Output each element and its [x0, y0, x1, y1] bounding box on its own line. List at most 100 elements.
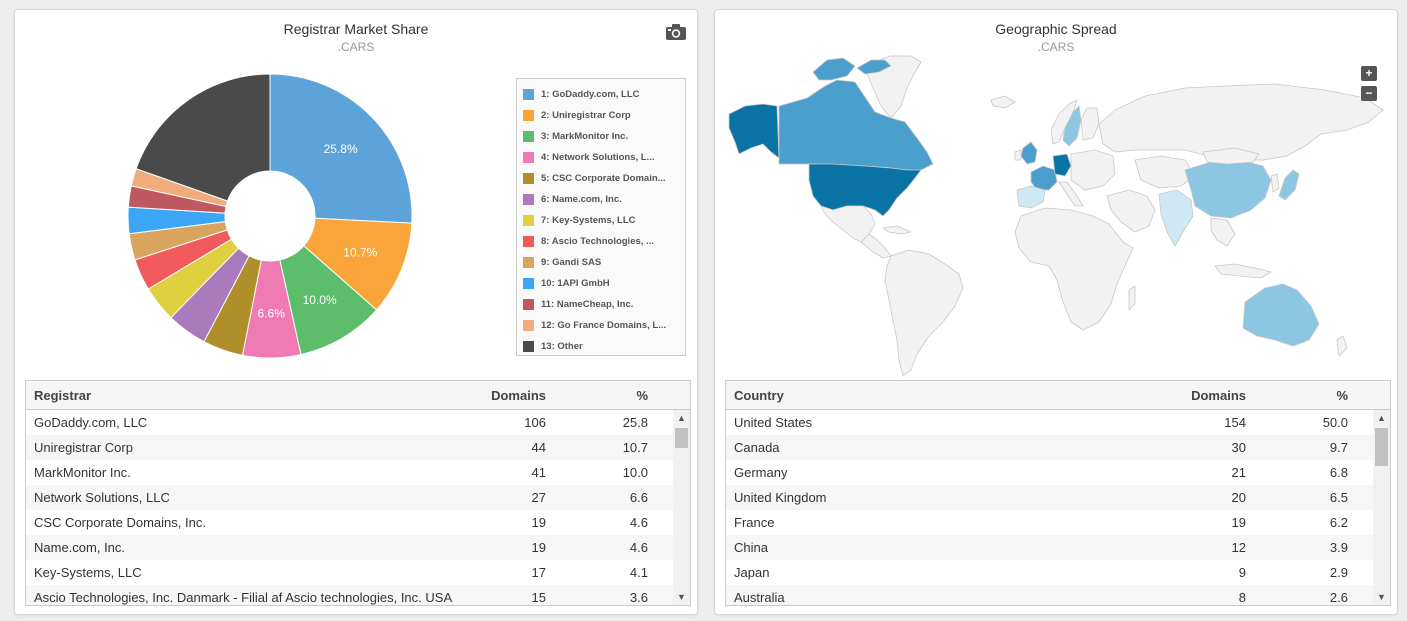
row-percent: 6.2	[1329, 515, 1348, 530]
legend-item[interactable]: 13: Other	[523, 336, 679, 357]
table-row[interactable]: Ascio Technologies, Inc. Danmark - Filia…	[26, 585, 690, 605]
legend-swatch	[523, 110, 534, 121]
zoom-in-button[interactable]: +	[1361, 66, 1377, 81]
row-name: Japan	[734, 565, 770, 580]
row-percent: 50.0	[1322, 415, 1348, 430]
row-percent: 3.9	[1329, 540, 1348, 555]
scroll-thumb[interactable]	[675, 428, 688, 448]
row-name: Key-Systems, LLC	[34, 565, 142, 580]
row-name: Germany	[734, 465, 788, 480]
scroll-down-arrow-icon[interactable]: ▼	[1377, 592, 1386, 602]
row-name: Uniregistrar Corp	[34, 440, 133, 455]
table-row[interactable]: United States 154 50.0	[726, 410, 1390, 435]
legend-item[interactable]: 1: GoDaddy.com, LLC	[523, 84, 679, 105]
map-country-italy	[1058, 181, 1084, 207]
legend-item[interactable]: 4: Network Solutions, L...	[523, 147, 679, 168]
legend-swatch	[523, 194, 534, 205]
legend-item[interactable]: 3: MarkMonitor Inc.	[523, 126, 679, 147]
legend-label: 1: GoDaddy.com, LLC	[541, 89, 640, 100]
scroll-thumb[interactable]	[1375, 428, 1388, 466]
legend-item[interactable]: 2: Uniregistrar Corp	[523, 105, 679, 126]
row-domains: 154	[1224, 415, 1246, 430]
legend-item[interactable]: 12: Go France Domains, L...	[523, 315, 679, 336]
table-row[interactable]: MarkMonitor Inc. 41 10.0	[26, 460, 690, 485]
row-name: Canada	[734, 440, 780, 455]
row-name: Ascio Technologies, Inc. Danmark - Filia…	[34, 590, 453, 605]
table-row[interactable]: France 19 6.2	[726, 510, 1390, 535]
table-row[interactable]: Uniregistrar Corp 44 10.7	[26, 435, 690, 460]
legend-item[interactable]: 7: Key-Systems, LLC	[523, 210, 679, 231]
table-row[interactable]: Name.com, Inc. 19 4.6	[26, 535, 690, 560]
table-row[interactable]: Canada 30 9.7	[726, 435, 1390, 460]
scrollbar[interactable]: ▲ ▼	[1373, 410, 1390, 605]
zoom-out-button[interactable]: −	[1361, 86, 1377, 101]
registrar-table: Registrar Domains % GoDaddy.com, LLC 106 2…	[25, 380, 691, 606]
column-header-country[interactable]: Country	[734, 387, 784, 403]
column-header-domains[interactable]: Domains	[1191, 387, 1246, 403]
map-country-ireland	[1014, 149, 1022, 161]
row-domains: 21	[1231, 465, 1246, 480]
map-country-middle-east	[1106, 189, 1156, 233]
table-row[interactable]: Germany 21 6.8	[726, 460, 1390, 485]
map-country-germany	[1052, 153, 1072, 177]
row-domains: 20	[1231, 490, 1246, 505]
map-country-new-zealand	[1336, 335, 1348, 357]
column-header-registrar[interactable]: Registrar	[34, 387, 92, 403]
table-row[interactable]: Australia 8 2.6	[726, 585, 1390, 605]
row-domains: 41	[531, 465, 546, 480]
row-domains: 8	[1238, 590, 1246, 605]
table-row[interactable]: Network Solutions, LLC 27 6.6	[26, 485, 690, 510]
column-header-percent[interactable]: %	[636, 387, 648, 403]
legend-label: 7: Key-Systems, LLC	[541, 215, 636, 226]
pie-slice[interactable]	[269, 73, 413, 224]
data-label: 10.7%	[343, 246, 377, 260]
row-percent: 4.6	[629, 515, 648, 530]
column-header-domains[interactable]: Domains	[491, 387, 546, 403]
legend-item[interactable]: 5: CSC Corporate Domain...	[523, 168, 679, 189]
table-row[interactable]: Key-Systems, LLC 17 4.1	[26, 560, 690, 585]
scrollbar[interactable]: ▲ ▼	[673, 410, 690, 605]
legend-item[interactable]: 10: 1API GmbH	[523, 273, 679, 294]
chart-subtitle: .CARS	[1037, 40, 1075, 54]
legend-label: 13: Other	[541, 341, 583, 352]
map-country-canada-islands-2	[856, 59, 892, 75]
legend-label: 12: Go France Domains, L...	[541, 320, 667, 331]
legend-label: 9: Gandi SAS	[541, 257, 602, 268]
scroll-up-arrow-icon[interactable]: ▲	[1377, 413, 1386, 423]
scroll-down-arrow-icon[interactable]: ▼	[677, 592, 686, 602]
scroll-up-arrow-icon[interactable]: ▲	[677, 413, 686, 423]
table-row[interactable]: CSC Corporate Domains, Inc. 19 4.6	[26, 510, 690, 535]
row-name: France	[734, 515, 775, 530]
map-country-south-america	[884, 249, 964, 377]
table-row[interactable]: GoDaddy.com, LLC 106 25.8	[26, 410, 690, 435]
row-percent: 3.6	[629, 590, 648, 605]
map-country-iberia	[1016, 185, 1046, 209]
legend-swatch	[523, 320, 534, 331]
table-row[interactable]: China 12 3.9	[726, 535, 1390, 560]
legend-swatch	[523, 173, 534, 184]
table-row[interactable]: Japan 9 2.9	[726, 560, 1390, 585]
row-percent: 6.5	[1329, 490, 1348, 505]
row-name: United Kingdom	[734, 490, 827, 505]
table-row[interactable]: United Kingdom 20 6.5	[726, 485, 1390, 510]
legend-label: 3: MarkMonitor Inc.	[541, 131, 629, 142]
row-percent: 4.1	[629, 565, 648, 580]
map-country-indonesia	[1214, 263, 1272, 279]
legend-item[interactable]: 9: Gandi SAS	[523, 252, 679, 273]
column-header-percent[interactable]: %	[1336, 387, 1348, 403]
legend-item[interactable]: 11: NameCheap, Inc.	[523, 294, 679, 315]
pie-slice[interactable]	[135, 73, 271, 202]
row-domains: 12	[1231, 540, 1246, 555]
camera-icon[interactable]	[665, 23, 687, 41]
map-country-mongolia	[1202, 147, 1260, 165]
map-country-canada	[778, 79, 934, 171]
legend-label: 5: CSC Corporate Domain...	[541, 173, 666, 184]
legend-item[interactable]: 8: Ascio Technologies, ...	[523, 231, 679, 252]
pie-chart: 25.8% 10.7% 10.0% 6.6%	[127, 73, 413, 359]
world-map[interactable]	[715, 10, 1398, 380]
row-domains: 9	[1238, 565, 1246, 580]
row-percent: 2.6	[1329, 590, 1348, 605]
legend-item[interactable]: 6: Name.com, Inc.	[523, 189, 679, 210]
map-country-uk	[1020, 141, 1038, 165]
legend-swatch	[523, 341, 534, 352]
